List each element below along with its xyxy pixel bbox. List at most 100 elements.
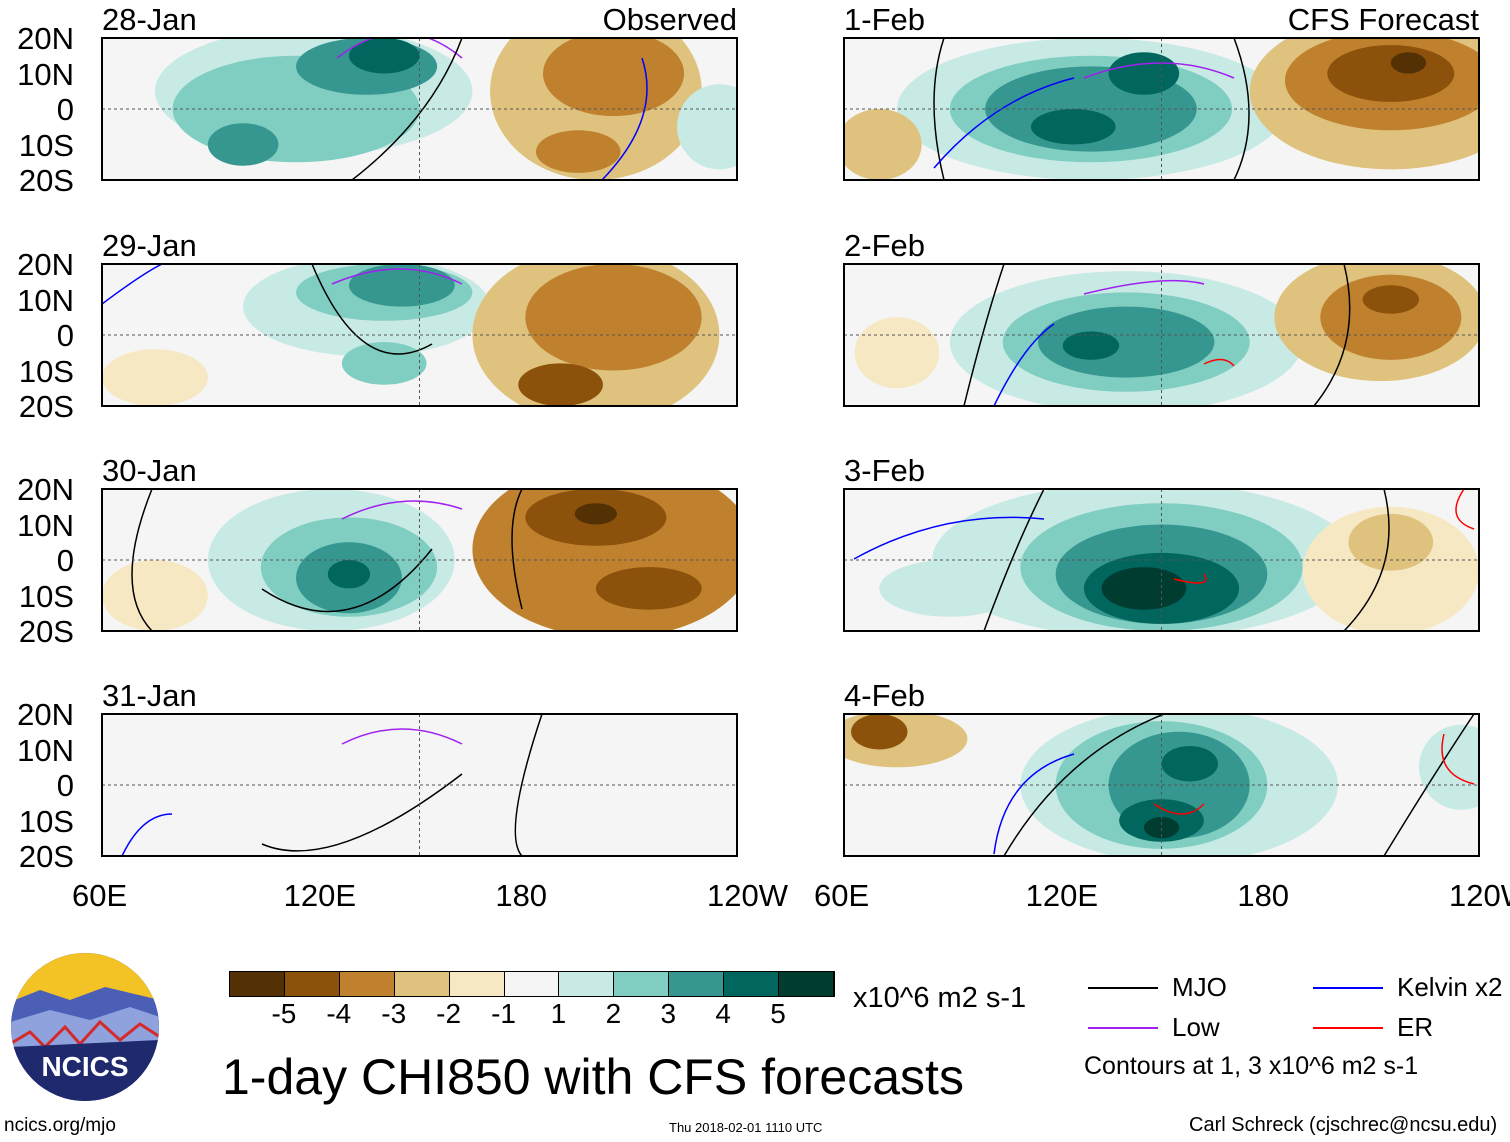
contour-line <box>511 489 523 610</box>
colorbar-swatch <box>669 972 725 996</box>
lat-label: 10S <box>18 353 74 389</box>
lat-label: 10N <box>17 732 74 768</box>
lat-label: 20S <box>18 163 74 198</box>
ncics-logo: NCICS <box>10 952 160 1102</box>
contour-line <box>311 264 433 355</box>
anomaly-region <box>1108 52 1180 95</box>
colorbar-tick: 3 <box>660 998 677 1029</box>
colorbar-tick: 5 <box>770 998 786 1029</box>
footer-url[interactable]: ncics.org/mjo <box>4 1115 116 1136</box>
colorbar-tick: -3 <box>381 998 407 1029</box>
colorbar-swatch <box>724 972 780 996</box>
anomaly-region <box>1101 567 1187 610</box>
panel-date: 3-Feb <box>844 453 925 488</box>
contour-line <box>514 714 543 856</box>
anomaly-region <box>1030 109 1116 145</box>
lat-label: 10N <box>17 56 74 92</box>
lon-label: 120W <box>707 878 788 913</box>
map-panel <box>843 488 1480 632</box>
contour-line <box>1441 733 1475 785</box>
anomaly-region <box>207 123 279 166</box>
lat-label: 20N <box>17 697 74 732</box>
legend-label: Kelvin x2 <box>1397 972 1503 1002</box>
colorbar-tick: -1 <box>491 998 516 1029</box>
anomaly-region <box>327 560 371 589</box>
anomaly-region <box>1348 513 1434 571</box>
contour-line <box>1173 573 1207 584</box>
anomaly-region <box>677 84 737 170</box>
anomaly-region <box>102 560 208 631</box>
legend-line <box>1313 987 1383 989</box>
lat-label: 10N <box>17 282 74 318</box>
anomaly-region <box>1038 306 1215 378</box>
figure-title: 1-day CHI850 with CFS forecasts <box>222 1049 964 1105</box>
contour-line <box>102 264 163 305</box>
anomaly-region <box>851 714 908 750</box>
lat-label: 10N <box>17 507 74 543</box>
contour-line <box>993 753 1075 855</box>
legend-line <box>1088 987 1158 989</box>
contour-note: Contours at 1, 3 x10^6 m2 s-1 <box>1084 1052 1419 1080</box>
contour-line <box>131 489 153 631</box>
lon-label: 120W <box>1449 878 1510 913</box>
anomaly-region <box>341 342 427 385</box>
colorbar-tick: -2 <box>436 998 462 1029</box>
lat-label: 20S <box>18 614 74 649</box>
footer-timestamp: Thu 2018-02-01 1110 UTC <box>669 1120 823 1135</box>
anomaly-region <box>1062 331 1120 360</box>
anomaly-region <box>1327 45 1455 102</box>
colorbar-swatch <box>449 972 505 996</box>
colorbar-tick: 2 <box>605 998 622 1029</box>
panel-date: 29-Jan <box>102 228 197 263</box>
colorbar-units: x10^6 m2 s-1 <box>853 982 1027 1014</box>
panel-date: 4-Feb <box>844 678 925 713</box>
contour-line <box>331 268 463 285</box>
panel-date: 1-Feb <box>844 2 925 37</box>
map-panel <box>101 37 738 181</box>
anomaly-region <box>574 503 618 525</box>
colorbar-swatch <box>284 972 340 996</box>
lat-label: 20N <box>17 472 74 507</box>
lon-label: 120E <box>283 878 357 913</box>
map-panel <box>843 713 1480 857</box>
anomaly-region <box>1362 285 1420 314</box>
colorbar-swatch <box>394 972 450 996</box>
left-header: Observed <box>602 2 737 37</box>
contour-line <box>1383 714 1475 856</box>
colorbar-swatch <box>504 972 560 996</box>
lon-label: 120E <box>1025 878 1099 913</box>
contour-line <box>121 813 173 856</box>
colorbar-swatch <box>614 972 670 996</box>
colorbar-tick: -5 <box>271 998 297 1029</box>
anomaly-region <box>1161 745 1218 782</box>
colorbar-tick: 1 <box>550 998 567 1029</box>
anomaly-region <box>1143 816 1180 839</box>
contour-line <box>1343 489 1390 631</box>
contour-line <box>1203 358 1235 367</box>
contour-line <box>351 38 463 180</box>
colorbar <box>229 971 835 997</box>
anomaly-region <box>535 130 621 173</box>
panel-date: 31-Jan <box>102 678 197 713</box>
anomaly-region <box>102 349 208 406</box>
contour-line <box>993 323 1055 406</box>
map-panel <box>101 263 738 407</box>
lon-label: 60E <box>72 878 128 913</box>
lat-label: 20N <box>17 21 74 56</box>
colorbar-swatch <box>230 972 285 996</box>
anomaly-region <box>348 38 420 74</box>
lat-label: 10S <box>18 578 74 614</box>
lon-label: 60E <box>814 878 870 913</box>
panel-date: 28-Jan <box>102 2 197 37</box>
lat-label: 0 <box>56 92 74 127</box>
contour-line <box>983 489 1045 631</box>
contour-line <box>261 773 463 852</box>
contour-line <box>963 264 1005 406</box>
anomaly-region <box>542 38 685 117</box>
colorbar-tick: 4 <box>715 998 731 1029</box>
lat-label: 10S <box>18 127 74 163</box>
contour-line <box>601 57 648 180</box>
lat-label: 20S <box>18 839 74 874</box>
contour-line <box>341 500 463 520</box>
contour-line <box>933 77 1075 169</box>
